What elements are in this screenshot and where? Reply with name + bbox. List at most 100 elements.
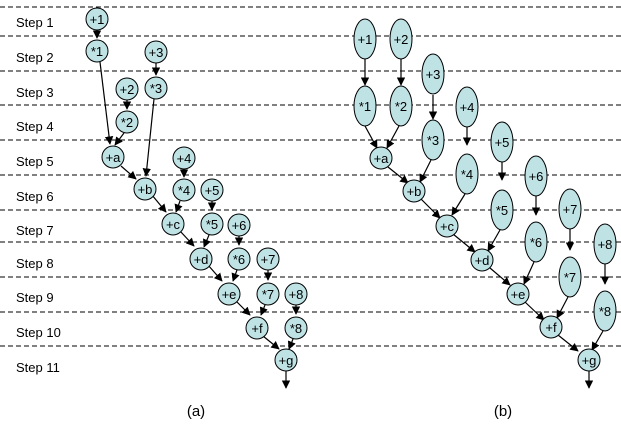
node-times-7: *7 — [558, 256, 582, 298]
node-label: *4 — [178, 183, 190, 198]
node-plus-2: +2 — [389, 18, 413, 60]
node-times-5: *5 — [490, 189, 514, 231]
node-plus-5: +5 — [490, 121, 514, 163]
diagram-a: +1 *1 +3 +2 *3 *2 +a +4 — [85, 7, 308, 389]
edge-arrow — [420, 198, 441, 219]
node-label: *8 — [599, 304, 611, 319]
node-plus-3: +3 — [421, 53, 445, 95]
node-times-3: *3 — [144, 76, 168, 100]
node-times-6: *6 — [524, 221, 548, 263]
node-plus-c: +c — [161, 212, 185, 236]
node-label: *7 — [564, 270, 576, 285]
caption-b: (b) — [494, 403, 512, 420]
step-label: Step 7 — [16, 223, 54, 238]
edge-arrow — [523, 261, 535, 285]
node-label: +8 — [289, 287, 304, 302]
edge-arrow — [231, 269, 240, 282]
step-label: Step 9 — [16, 290, 54, 305]
node-plus-b: +b — [133, 177, 157, 201]
step-label: Step 4 — [16, 119, 54, 134]
node-label: +a — [106, 150, 122, 165]
node-label: *7 — [262, 287, 274, 302]
node-label: +b — [407, 184, 422, 199]
node-plus-5: +5 — [200, 178, 224, 202]
node-label: +b — [138, 182, 153, 197]
edge-arrow — [259, 304, 268, 316]
node-plus-1: +1 — [85, 7, 109, 31]
node-plus-8: +8 — [593, 223, 617, 265]
node-plus-a: +a — [369, 146, 393, 170]
node-label: *3 — [427, 133, 439, 148]
node-label: +2 — [120, 82, 135, 97]
step-label: Step 3 — [16, 85, 54, 100]
edge-arrow — [364, 125, 378, 149]
node-plus-4: +4 — [455, 86, 479, 128]
node-times-7: *7 — [256, 282, 280, 306]
node-label: +5 — [205, 183, 220, 198]
edge-arrow — [235, 300, 251, 316]
node-label: +7 — [261, 252, 276, 267]
node-label: +d — [475, 253, 490, 268]
node-times-1: *1 — [85, 39, 109, 63]
edge-arrow — [151, 194, 167, 213]
step-label: Step 11 — [16, 360, 60, 375]
step-label: Step 2 — [16, 50, 54, 65]
edge-arrow — [99, 61, 114, 145]
node-label: +e — [511, 287, 526, 302]
edge-arrow — [179, 230, 195, 247]
node-times-8: *8 — [284, 316, 308, 340]
node-plus-7: +7 — [558, 188, 582, 230]
node-label: +f — [545, 320, 557, 335]
node-label: *1 — [359, 99, 371, 114]
node-label: +1 — [358, 32, 373, 47]
edge-arrow — [386, 125, 400, 149]
node-plus-f: +f — [539, 315, 563, 339]
node-plus-e: +e — [217, 282, 241, 306]
edge-arrow — [487, 229, 501, 252]
node-plus-g: +g — [274, 348, 298, 372]
node-plus-c: +c — [435, 214, 459, 238]
node-label: +c — [166, 217, 181, 232]
edge-arrow — [524, 301, 545, 321]
node-label: +6 — [529, 169, 544, 184]
edge-arrow — [489, 267, 511, 286]
edge-arrow — [452, 233, 476, 253]
node-label: +1 — [90, 12, 105, 27]
node-label: *5 — [496, 203, 508, 218]
edge-arrow — [174, 200, 183, 213]
step-label: Step 5 — [16, 154, 54, 169]
node-times-8: *8 — [593, 290, 617, 332]
edge-arrow — [207, 264, 223, 282]
node-label: *3 — [150, 81, 162, 96]
diagram-b-edges — [360, 58, 610, 389]
node-plus-f: +f — [245, 316, 269, 340]
node-label: +8 — [598, 237, 613, 252]
node-plus-d: +d — [470, 248, 494, 272]
node-times-2: *2 — [389, 85, 413, 127]
node-label: *4 — [461, 167, 473, 182]
node-plus-4: +4 — [172, 146, 196, 170]
step-label: Step 8 — [16, 256, 54, 271]
edge-arrow — [142, 98, 155, 177]
step-label: Step 1 — [16, 15, 54, 30]
node-plus-d: +d — [189, 247, 213, 271]
node-times-4: *4 — [455, 153, 479, 195]
node-plus-6: +6 — [227, 213, 251, 237]
node-plus-e: +e — [506, 282, 530, 306]
edge-arrow — [262, 335, 280, 350]
node-label: +a — [374, 151, 390, 166]
node-plus-2: +2 — [115, 77, 139, 101]
node-times-6: *6 — [227, 247, 251, 271]
caption-a: (a) — [187, 403, 205, 420]
node-times-4: *4 — [172, 178, 196, 202]
edge-arrow — [557, 334, 579, 352]
diagram-a-edges — [92, 30, 301, 389]
node-label: +3 — [149, 45, 164, 60]
node-label: *5 — [206, 217, 218, 232]
node-label: *2 — [395, 99, 407, 114]
node-label: +2 — [394, 32, 409, 47]
node-label: +5 — [495, 135, 510, 150]
node-label: *2 — [121, 115, 133, 130]
edge-arrow — [419, 159, 432, 183]
node-plus-1: +1 — [353, 18, 377, 60]
